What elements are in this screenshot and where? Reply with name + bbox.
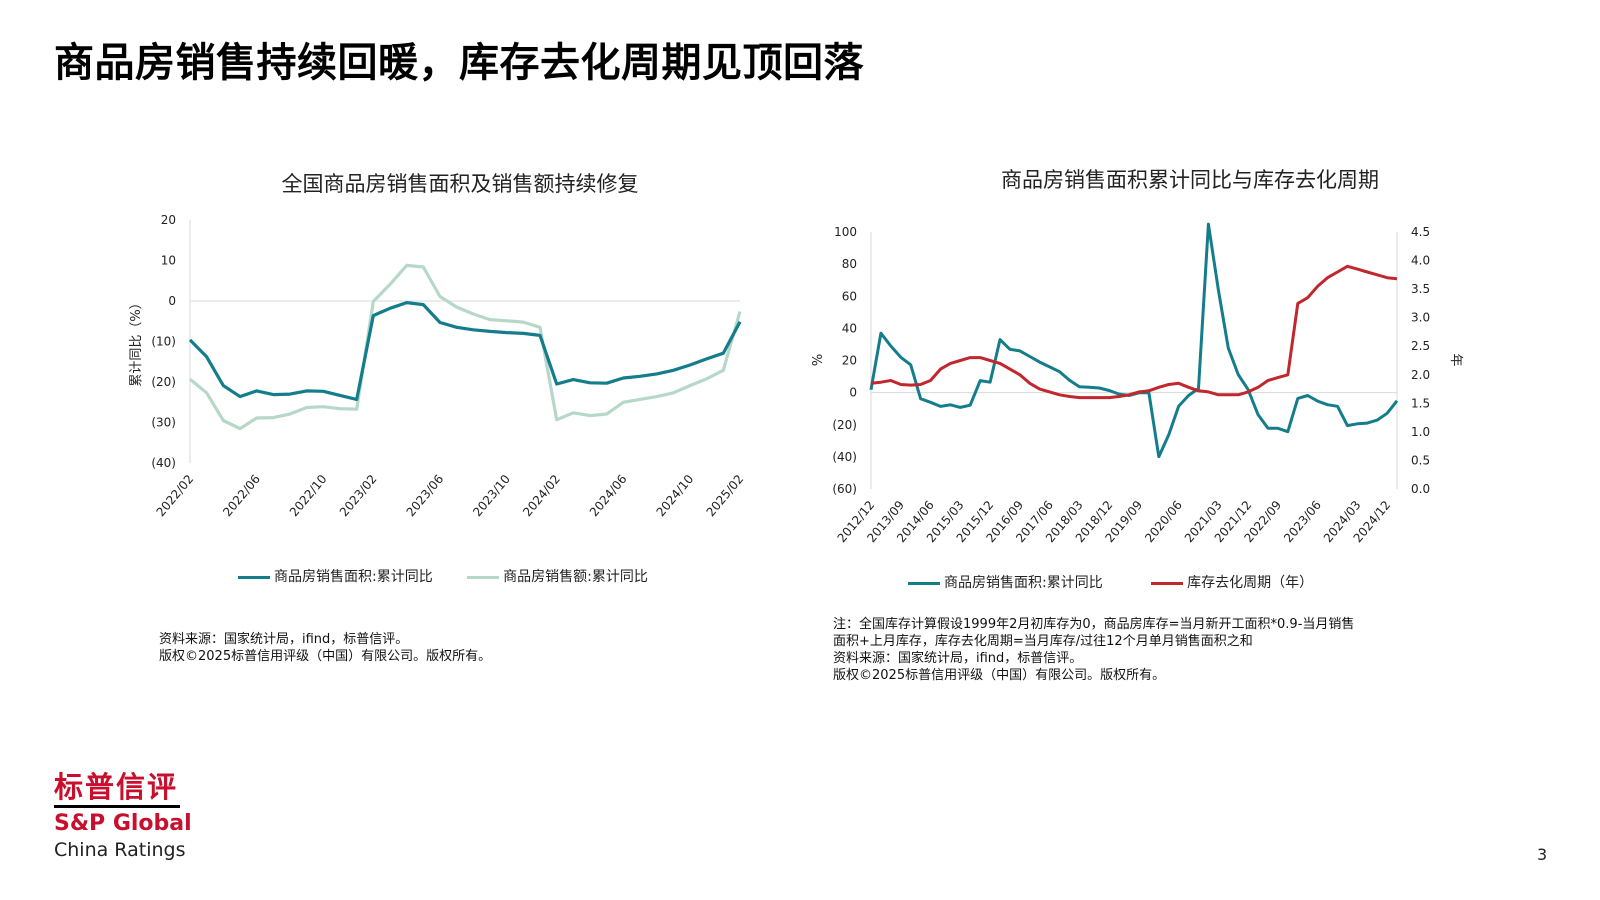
right-right-y-tick-label: 1.0 — [1411, 425, 1430, 439]
right-left-y-axis-label: % — [811, 354, 826, 366]
right-left-y-tick-label: 80 — [842, 257, 857, 271]
left-y-tick-label: (40) — [151, 456, 176, 470]
right-chart-title: 商品房销售面积累计同比与库存去化周期 — [1001, 168, 1379, 192]
legend-label-area: 商品房销售面积:累计同比 — [274, 569, 433, 585]
right-right-y-tick-label: 3.5 — [1411, 282, 1430, 296]
logo-brand: S&P Global — [54, 811, 192, 836]
left-series-line-sales-area — [188, 301, 742, 401]
left-x-tick-label: 2022/10 — [287, 472, 330, 519]
legend-item-area-yoy: 商品房销售面积:累计同比 — [908, 572, 1103, 592]
right-right-y-tick-label: 4.0 — [1411, 254, 1430, 268]
legend-item-cycle: 库存去化周期（年） — [1151, 572, 1313, 592]
right-note-line2: 面积+上月库存，库存去化周期=当月库存/过往12个月单月销售面积之和 — [833, 634, 1253, 649]
left-y-tick-label: (10) — [151, 335, 176, 349]
left-x-tick-label: 2024/06 — [587, 472, 630, 519]
left-x-tick-label: 2024/02 — [520, 472, 563, 519]
right-left-y-tick-label: 0 — [849, 386, 857, 400]
legend-label-cycle: 库存去化周期（年） — [1187, 575, 1314, 591]
legend-swatch-area-yoy — [908, 581, 940, 585]
right-left-y-tick-label: 40 — [842, 321, 857, 335]
logo-divider — [54, 805, 180, 808]
left-y-tick-label: 0 — [168, 294, 176, 308]
right-source-note: 资料来源：国家统计局，ifind，标普信评。 — [833, 651, 1083, 666]
right-left-y-tick-label: 20 — [842, 354, 857, 368]
logo-subtitle: China Ratings — [54, 839, 186, 861]
right-right-y-tick-label: 1.5 — [1411, 396, 1430, 410]
left-y-axis-label: 累计同比（%） — [129, 296, 144, 386]
left-chart-title: 全国商品房销售面积及销售额持续修复 — [281, 172, 639, 196]
right-x-tick-label: 2020/06 — [1142, 498, 1185, 545]
left-y-tick-label: 20 — [161, 213, 176, 227]
right-notes: 注：全国库存计算假设1999年2月初库存为0，商品房库存=当月新开工面积*0.9… — [833, 616, 1354, 684]
right-left-y-tick-label: 100 — [834, 225, 857, 239]
legend-swatch-cycle — [1151, 581, 1184, 585]
legend-item-area: 商品房销售面积:累计同比 — [238, 566, 433, 586]
page-number: 3 — [1537, 845, 1548, 864]
left-series-line-sales-amount — [188, 263, 742, 431]
left-copyright-note: 版权©2025标普信用评级（中国）有限公司。版权所有。 — [159, 649, 492, 664]
right-right-y-tick-label: 3.0 — [1411, 311, 1430, 325]
right-chart: 100 80 60 40 20 0 (20) (40) (60) 4.5 4.0 3.5 3.0 2.5 2… — [811, 222, 1463, 545]
left-x-tick-label: 2023/10 — [470, 472, 513, 519]
left-y-tick-label: (30) — [151, 416, 176, 430]
right-right-y-tick-label: 0.5 — [1411, 453, 1430, 467]
left-legend: 商品房销售面积:累计同比 商品房销售额:累计同比 — [238, 566, 678, 586]
left-x-tick-label: 2025/02 — [704, 472, 747, 519]
left-notes: 资料来源：国家统计局，ifind，标普信评。 版权©2025标普信用评级（中国）… — [159, 631, 491, 665]
left-x-tick-label: 2024/10 — [654, 472, 697, 519]
right-right-y-tick-label: 4.5 — [1411, 225, 1430, 239]
left-x-tick-label: 2023/02 — [337, 472, 380, 519]
right-series-line-sales-area — [869, 222, 1399, 459]
right-right-y-tick-label: 2.0 — [1411, 368, 1430, 382]
right-left-y-tick-label: (40) — [832, 450, 857, 464]
left-x-tick-label: 2022/02 — [154, 472, 197, 519]
right-note-line1: 注：全国库存计算假设1999年2月初库存为0，商品房库存=当月新开工面积*0.9… — [833, 617, 1355, 632]
left-x-tick-label: 2022/06 — [220, 472, 263, 519]
legend-item-amount: 商品房销售额:累计同比 — [467, 566, 648, 586]
right-x-tick-label: 2023/06 — [1281, 498, 1324, 545]
slide-title: 商品房销售持续回暖，库存去化周期见顶回落 — [54, 40, 864, 86]
right-left-y-tick-label: 60 — [842, 289, 857, 303]
right-legend: 商品房销售面积:累计同比 库存去化周期（年） — [908, 572, 1343, 592]
right-left-y-tick-label: (60) — [832, 482, 857, 496]
legend-label-amount: 商品房销售额:累计同比 — [503, 569, 648, 585]
left-y-tick-label: 10 — [161, 254, 176, 268]
left-chart: 20 10 0 (10) (20) (30) (40) 累计同比（%） 2022/02 2022/… — [129, 213, 747, 519]
logo-chinese: 标普信评 — [54, 770, 179, 804]
left-source-note: 资料来源：国家统计局，ifind，标普信评。 — [159, 632, 409, 647]
left-y-tick-label: (20) — [151, 375, 176, 389]
right-right-y-axis-label: 年 — [1448, 353, 1463, 366]
legend-label-area-yoy: 商品房销售面积:累计同比 — [944, 575, 1103, 591]
right-right-y-tick-label: 0.0 — [1411, 482, 1430, 496]
right-left-y-tick-label: (20) — [832, 418, 857, 432]
right-series-line-inventory-cycle — [870, 264, 1398, 400]
legend-swatch-area — [238, 575, 270, 579]
right-copyright-note: 版权©2025标普信用评级（中国）有限公司。版权所有。 — [833, 668, 1166, 683]
left-x-tick-label: 2023/06 — [404, 472, 447, 519]
right-right-y-tick-label: 2.5 — [1411, 339, 1430, 353]
legend-swatch-amount — [467, 575, 500, 579]
